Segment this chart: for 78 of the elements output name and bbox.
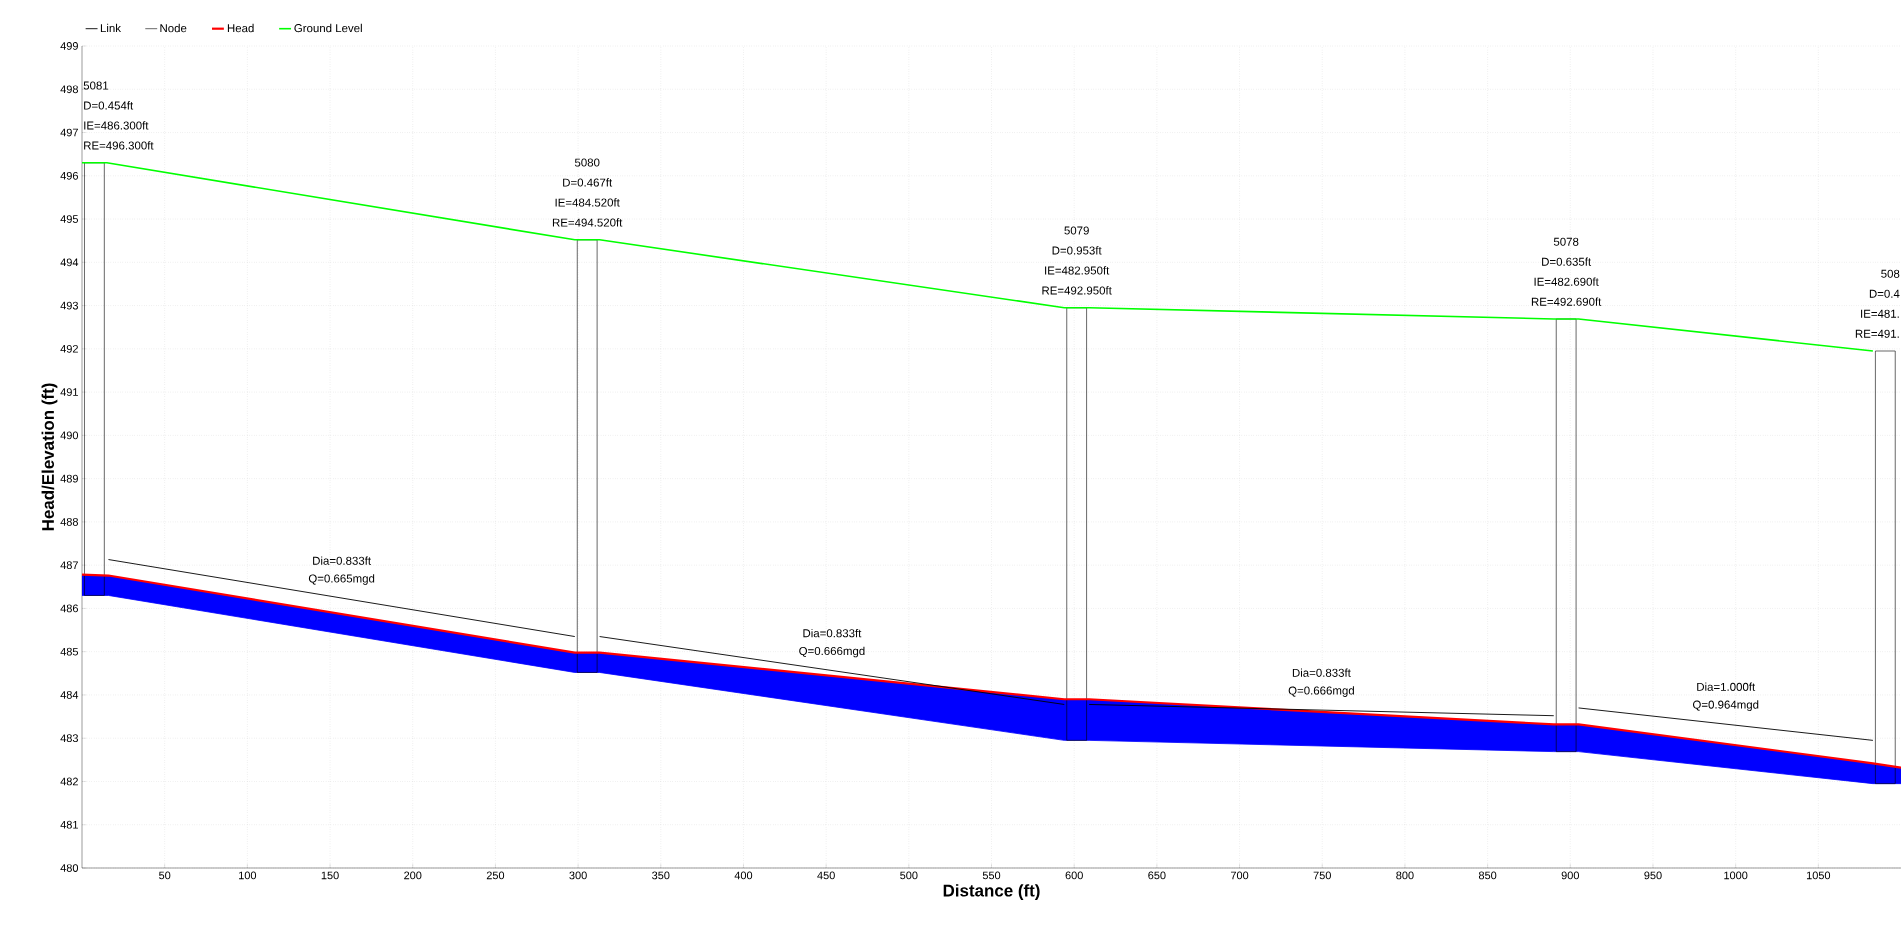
x-tick-label: 950 (1644, 871, 1662, 880)
y-tick-label: 496 (60, 171, 78, 180)
annotation: IE=482.950ft (1045, 266, 1110, 275)
y-tick-label: 484 (60, 691, 79, 699)
x-tick-label: 350 (652, 871, 670, 880)
bar (576, 239, 598, 673)
annotation: Dia=0.833ft (803, 628, 862, 638)
annotation: 5078 (1553, 237, 1579, 246)
bar (1875, 350, 1896, 784)
annotation: D=0.454ft (84, 101, 134, 110)
annotation: Dia=0.833ft (313, 556, 371, 565)
annotation: Q=0.964mgd (1693, 700, 1759, 711)
x-tick-label: 600 (1065, 871, 1083, 880)
y-tick-label: 493 (60, 301, 78, 310)
annotation: RE=494.520ft (552, 218, 623, 227)
annotation: D=0.635ft (1542, 257, 1592, 266)
annotation: Dia=1.000ft (1697, 682, 1756, 691)
y-tick-label: 488 (60, 518, 78, 526)
y-tick-label: 492 (60, 344, 78, 353)
legend-label: Link (100, 23, 122, 33)
y-tick-label: 498 (60, 85, 78, 94)
x-tick-label: 750 (1313, 871, 1331, 880)
x-tick-label: 800 (1396, 871, 1414, 880)
y-tick-label: 497 (60, 128, 78, 137)
x-tick-label: 1000 (1724, 871, 1748, 880)
x-tick-label: 650 (1148, 871, 1166, 880)
annotation: RE=491. (1855, 329, 1899, 338)
x-tick-label: 150 (321, 871, 339, 880)
y-tick-label: 481 (60, 820, 78, 829)
y-tick-label: 485 (60, 647, 79, 656)
annotation: 508 (1881, 269, 1900, 278)
y-tick-label: 491 (60, 388, 78, 396)
annotation: IE=486.300ft (84, 121, 149, 130)
annotation: RE=492.950ft (1042, 286, 1112, 295)
legend-label: Head (227, 23, 254, 33)
annotation: Q=0.666mgd (799, 646, 865, 658)
annotation: D=0.467ft (563, 178, 613, 187)
annotation: 5079 (1064, 226, 1089, 235)
annotation: IE=484.520ft (555, 198, 620, 207)
x-tick-label: 300 (569, 871, 587, 880)
y-tick-label: 494 (60, 258, 79, 267)
x-tick-label: 450 (817, 871, 835, 880)
annotation: IE=481. (1861, 309, 1899, 318)
x-tick-label: 400 (734, 871, 753, 880)
annotation: 5080 (574, 158, 600, 167)
y-axis-title: Head/Elevation (ft) (41, 383, 58, 531)
y-tick-label: 487 (60, 561, 78, 570)
y-tick-label: 499 (60, 42, 78, 50)
x-tick-label: 900 (1561, 871, 1579, 880)
x-tick-label: 200 (404, 871, 422, 880)
x-axis-title: Distance (ft) (943, 884, 1040, 900)
annotation: Q=0.665mgd (308, 574, 375, 585)
annotation: IE=482.690ft (1534, 277, 1599, 286)
x-tick-label: 1050 (1806, 871, 1831, 880)
y-tick-label: 482 (60, 777, 78, 786)
x-tick-label: 100 (239, 871, 257, 880)
legend-label: Ground Level (294, 23, 362, 33)
y-tick-label: 490 (60, 431, 79, 440)
x-tick-label: 500 (900, 871, 918, 880)
legend-label: Node (160, 23, 187, 33)
annotation: D=0.953ft (1052, 246, 1102, 255)
annotation: RE=496.300ft (84, 141, 154, 150)
x-tick-label: 50 (159, 871, 171, 880)
y-tick-label: 495 (60, 215, 79, 223)
annotation: RE=492.690ft (1531, 297, 1602, 306)
annotation: 5081 (83, 81, 109, 90)
annotation: Q=0.666mgd (1288, 686, 1354, 697)
x-tick-label: 850 (1478, 871, 1497, 880)
annotation: Dia=0.833ft (1292, 668, 1351, 677)
x-tick-label: 250 (486, 871, 505, 880)
bar (1066, 307, 1087, 741)
annotation: D=0.4 (1869, 289, 1900, 298)
y-tick-label: 483 (60, 734, 78, 743)
x-tick-label: 550 (982, 871, 1001, 880)
x-tick-label: 700 (1230, 871, 1249, 880)
y-tick-label: 480 (60, 864, 79, 872)
y-tick-label: 489 (60, 474, 78, 483)
y-tick-label: 486 (60, 604, 78, 613)
